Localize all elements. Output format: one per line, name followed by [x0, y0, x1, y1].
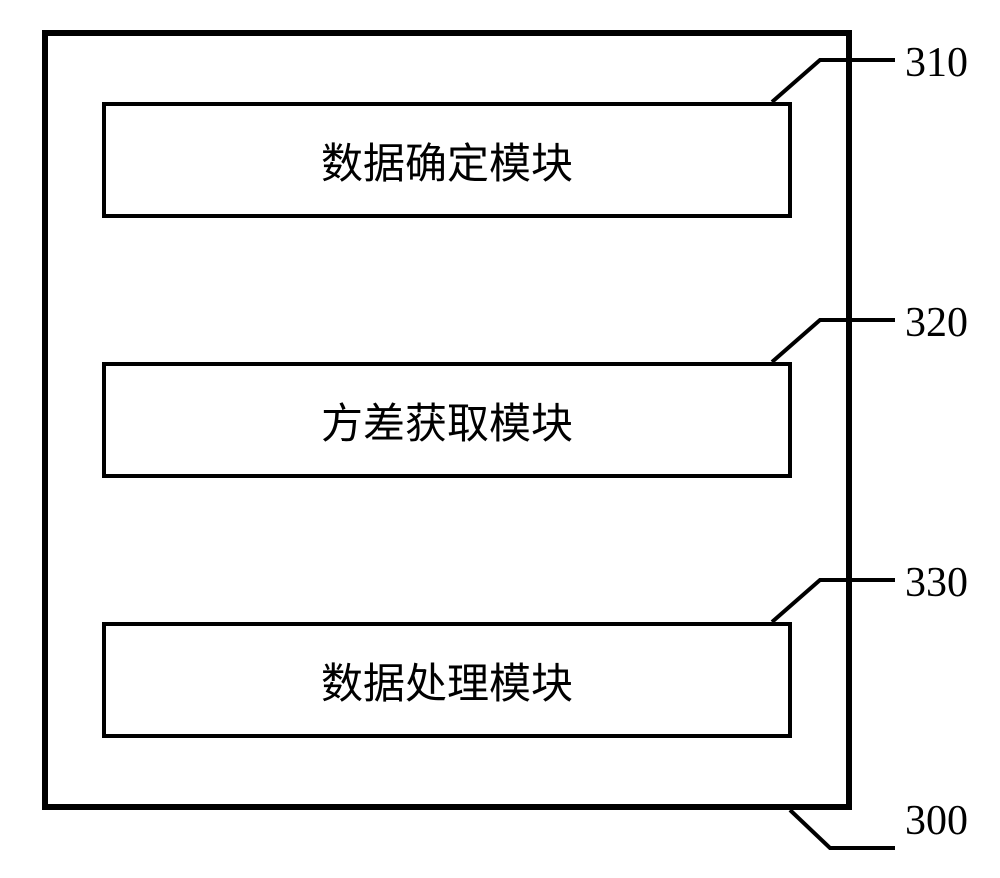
callout-label-330: 330: [905, 559, 968, 607]
callout-label-300: 300: [905, 797, 968, 845]
callout-label-320: 320: [905, 299, 968, 347]
callout-label-310: 310: [905, 39, 968, 87]
diagram-canvas: 数据确定模块 方差获取模块 数据处理模块 310 320 330 300: [0, 0, 1000, 878]
leader-line: [772, 580, 895, 622]
leader-line: [772, 320, 895, 362]
leader-line: [790, 810, 895, 848]
leader-lines-svg: [0, 0, 1000, 878]
leader-line: [772, 60, 895, 102]
